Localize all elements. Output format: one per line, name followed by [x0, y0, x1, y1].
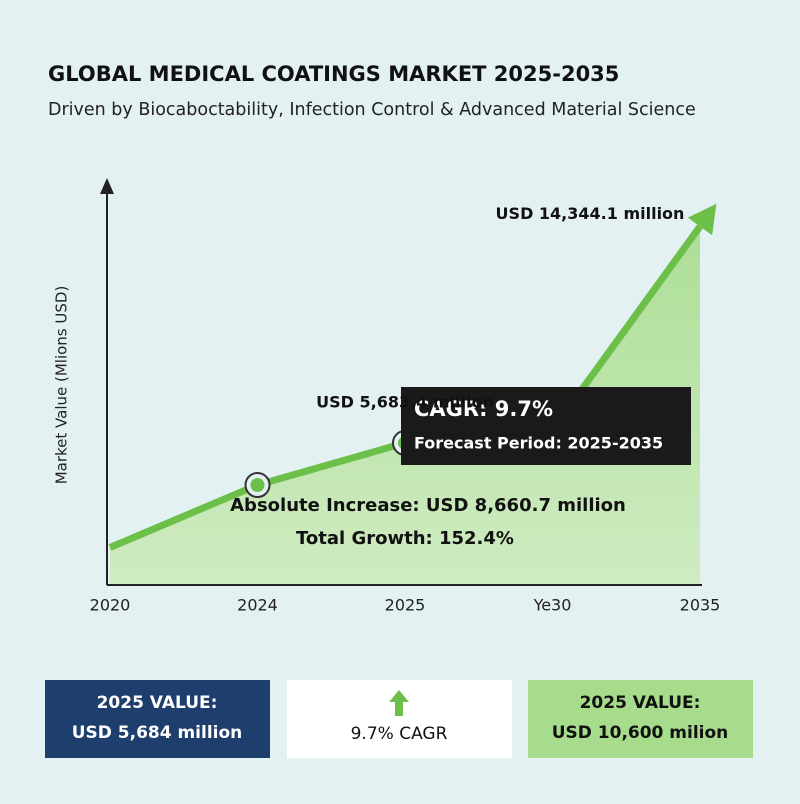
card-text: USD 10,600 milion	[552, 723, 729, 743]
card-text: USD 5,684 million	[72, 723, 243, 743]
cagr-title: CAGR: 9.7%	[414, 397, 553, 421]
y-axis-label: Market Value (Mlions USD)	[53, 286, 71, 485]
x-tick-label: 2025	[385, 596, 426, 615]
up-arrow-icon	[389, 690, 409, 716]
value-label: USD 14,344.1 million	[496, 204, 685, 223]
card	[528, 680, 753, 758]
x-tick-label: Ye30	[533, 596, 572, 615]
card-title: 2025 VALUE:	[97, 693, 218, 713]
cagr-subtitle: Forecast Period: 2025-2035	[414, 434, 663, 453]
chart-subtitle: Driven by Biocaboctability, Infection Co…	[48, 100, 696, 120]
x-tick-label: 2035	[680, 596, 721, 615]
x-tick-label: 2020	[90, 596, 131, 615]
card-text: 9.7% CAGR	[351, 724, 448, 744]
x-tick-label: 2024	[237, 596, 278, 615]
line-arrow-head	[687, 203, 717, 236]
y-axis-arrow	[100, 178, 114, 194]
value-label: USD 5,683.4 million	[316, 392, 494, 411]
chart-title: GLOBAL MEDICAL COATINGS MARKET 2025-2035	[48, 62, 619, 86]
annotation: Absolute Increase: USD 8,660.7 million	[230, 495, 626, 516]
cagr-box	[401, 387, 691, 465]
annotation: Total Growth: 152.4%	[296, 528, 514, 549]
card	[45, 680, 270, 758]
card-title: 2025 VALUE:	[580, 693, 701, 713]
marker-dot	[250, 478, 265, 492]
